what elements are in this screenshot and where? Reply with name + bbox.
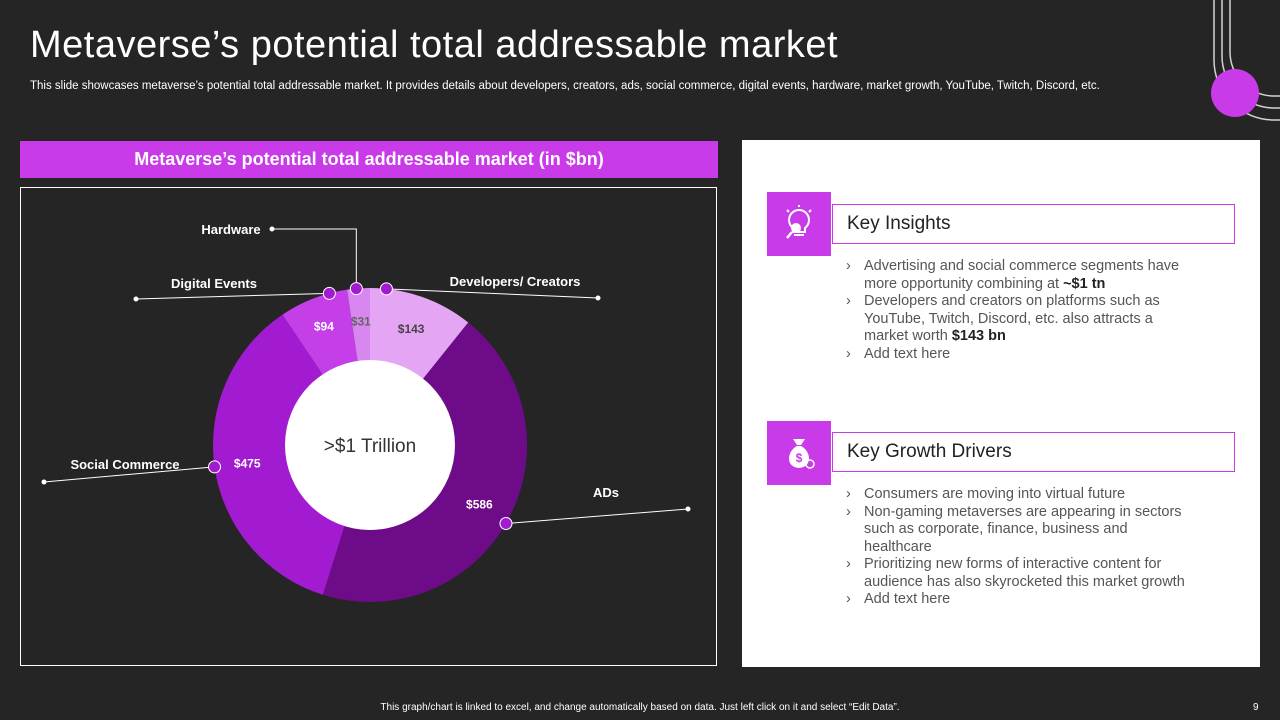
category-label-hardware: Hardware: [201, 222, 260, 237]
driver-item: › Consumers are moving into virtual futur…: [846, 486, 1126, 502]
chevron-right-icon: ›: [846, 503, 851, 520]
chevron-right-icon: ›: [846, 591, 851, 607]
value-label-hardware: $31: [351, 314, 371, 328]
insight-item: › Developers and creators on platforms su…: [846, 293, 1160, 344]
chart-frame: >$1 Trillion $143 $586 $475 $94 $31 Develope…: [20, 187, 717, 666]
lightbulb-search-icon: [786, 205, 812, 239]
money-bag-icon: $: [789, 439, 815, 469]
leader-dot-hardware: [349, 282, 363, 296]
leader-end-developers-creators: [595, 295, 601, 301]
drivers-icon-box: $: [767, 421, 831, 485]
decorative-dot: [1211, 69, 1259, 117]
leader-end-social-commerce: [41, 479, 47, 485]
category-label-ads: ADs: [593, 485, 619, 500]
leader-line-developers-creators: [386, 288, 599, 299]
leader-line-hardware: [272, 228, 357, 289]
driver-item: › Non-gaming metaverses are appearing in …: [846, 503, 1182, 555]
leader-end-digital-events: [133, 296, 139, 302]
chevron-right-icon: ›: [846, 556, 851, 572]
driver-item: › Prioritizing new forms of interactive c…: [846, 556, 1185, 590]
svg-text:$: $: [796, 451, 803, 465]
drivers-heading: Key Growth Drivers: [832, 432, 1235, 472]
decorative-corner-graphic: [1211, 0, 1280, 121]
insights-icon-box: [767, 192, 831, 256]
leader-line-digital-events: [135, 292, 330, 300]
center-label: >$1 Trillion: [324, 436, 416, 457]
donut-center: [285, 360, 455, 530]
donut-chart: >$1 Trillion $143 $586 $475 $94 $31 Develope…: [41, 222, 691, 602]
page-subtitle: This slide showcases metaverse’s potenti…: [30, 80, 1100, 92]
leader-dot-ads: [499, 517, 513, 530]
driver-item: › Add text here: [846, 591, 951, 607]
category-label-developers-creators: Developers/ Creators: [450, 274, 581, 289]
page-number: 9: [1253, 702, 1259, 713]
value-label-social-commerce: $475: [234, 457, 261, 471]
insights-heading: Key Insights: [832, 204, 1235, 244]
insights-list: › Advertising and social commerce segment…: [846, 258, 1186, 363]
drivers-list: › Consumers are moving into virtual futur…: [846, 486, 1191, 609]
category-label-social-commerce: Social Commerce: [70, 457, 179, 472]
value-label-ads: $586: [466, 497, 493, 511]
value-label-developers-creators: $143: [398, 322, 425, 336]
leader-dot-developers-creators: [379, 282, 393, 296]
leader-line-social-commerce: [43, 466, 215, 483]
page-title: Metaverse’s potential total addressable …: [30, 24, 839, 66]
chart-banner: Metaverse’s potential total addressable …: [20, 141, 718, 178]
leader-line-ads: [505, 508, 689, 524]
leader-end-hardware: [269, 226, 275, 232]
leader-end-ads: [685, 506, 691, 512]
right-panel: Key Insights › Advertising and social com…: [742, 140, 1260, 667]
category-label-digital-events: Digital Events: [171, 276, 257, 291]
chevron-right-icon: ›: [846, 293, 851, 309]
footer-note: This graph/chart is linked to excel, and…: [380, 702, 900, 713]
leader-dot-social-commerce: [208, 460, 222, 474]
leader-dot-digital-events: [322, 286, 336, 300]
insight-item: › Advertising and social commerce segment…: [846, 258, 1180, 292]
chevron-right-icon: ›: [846, 486, 851, 502]
chevron-right-icon: ›: [846, 258, 851, 274]
insight-item: › Add text here: [846, 345, 951, 362]
value-label-digital-events: $94: [314, 320, 334, 334]
chevron-right-icon: ›: [846, 345, 851, 362]
